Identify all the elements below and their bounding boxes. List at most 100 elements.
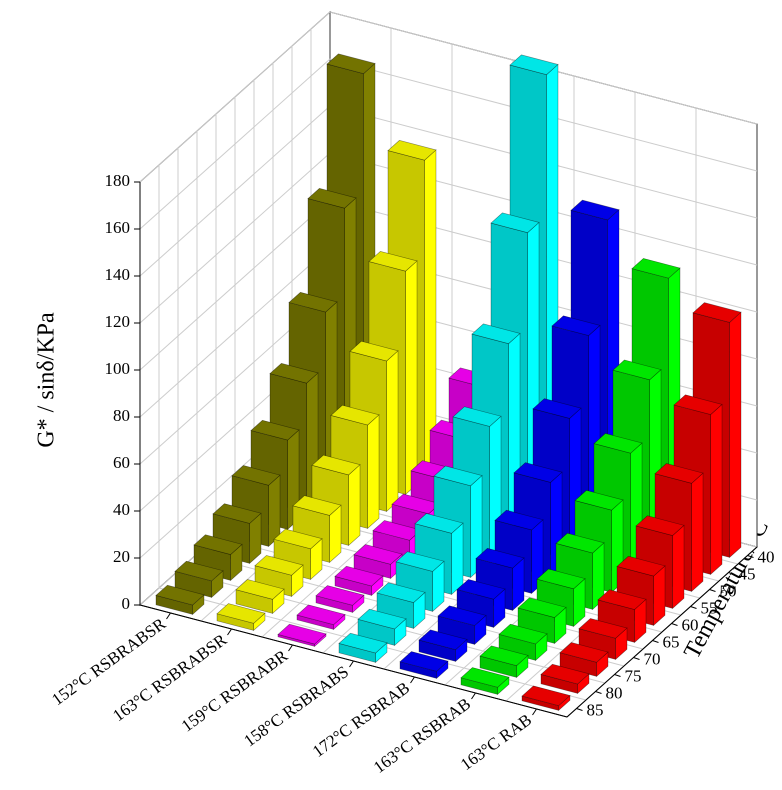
y-tick-label: 45 — [739, 564, 756, 583]
x-tick — [166, 612, 171, 620]
bar — [521, 685, 571, 712]
x-tick — [288, 644, 293, 652]
bar-side — [729, 311, 742, 559]
y-tick — [728, 572, 735, 575]
bar-side — [367, 414, 380, 530]
y-tick-label: 75 — [625, 666, 642, 685]
bar-top — [471, 323, 521, 344]
bar-top — [334, 565, 384, 587]
bar — [357, 608, 407, 647]
bar-top — [513, 462, 563, 483]
bar-top — [235, 579, 285, 600]
bar-top — [315, 585, 365, 606]
bar-top — [250, 419, 300, 441]
bar-top — [311, 454, 361, 476]
bar — [155, 584, 205, 616]
bar-top — [673, 394, 723, 415]
y-tick-label: 70 — [644, 649, 661, 668]
bar — [315, 585, 365, 614]
z-tick-label: 20 — [113, 547, 130, 566]
bar-top — [288, 291, 338, 313]
bar-top — [570, 199, 620, 221]
bar-top — [479, 645, 529, 666]
bar-top — [517, 597, 567, 618]
bar-top — [578, 618, 628, 639]
bar-top — [212, 503, 262, 524]
bar-top — [273, 528, 323, 550]
bar-top — [433, 465, 483, 487]
bar — [418, 629, 468, 663]
y-tick-label: 60 — [682, 615, 699, 634]
bar-side — [405, 260, 418, 496]
bar-top — [376, 582, 426, 603]
x-tick — [227, 628, 232, 636]
z-tick-label: 120 — [105, 312, 131, 331]
z-tick-label: 0 — [122, 594, 131, 613]
bar — [479, 645, 529, 679]
bar-top — [475, 547, 525, 569]
z-tick-label: 80 — [113, 406, 130, 425]
bar-top — [387, 140, 437, 161]
bar-top — [509, 54, 559, 75]
bar-top — [460, 667, 510, 688]
bar-top — [456, 579, 506, 600]
bar-top — [635, 515, 685, 536]
bar-top — [357, 608, 407, 630]
bar — [292, 495, 342, 564]
bar-top — [532, 398, 582, 419]
bar-top — [193, 534, 243, 555]
bar-top — [174, 560, 224, 582]
bar-top — [326, 53, 376, 74]
bar — [437, 605, 487, 646]
y-tick-label: 55 — [701, 598, 718, 617]
y-tick-label: 80 — [606, 683, 623, 702]
bar-top — [551, 315, 601, 336]
bar — [498, 623, 548, 662]
y-tick-label: 65 — [663, 632, 680, 651]
z-tick-label: 100 — [105, 359, 131, 378]
y-tick — [747, 555, 754, 558]
bar-top — [692, 302, 742, 323]
bar — [338, 632, 388, 664]
z-tick-label: 180 — [105, 171, 131, 190]
bar-top — [231, 465, 281, 486]
bar-top — [631, 258, 681, 279]
x-tick-label: 163°C RAB — [457, 710, 535, 774]
bar — [540, 663, 590, 695]
bar-top — [452, 406, 502, 427]
z-tick-label: 140 — [105, 265, 131, 284]
bar-top — [296, 604, 346, 626]
bar-top — [593, 433, 643, 454]
bar — [334, 565, 384, 597]
bar-top — [521, 685, 571, 707]
bar-top — [437, 605, 487, 626]
bar-side — [386, 350, 399, 513]
bar-top — [597, 589, 647, 610]
y-tick — [576, 708, 583, 711]
x-tick — [532, 708, 537, 716]
y-tick — [614, 674, 621, 677]
y-tick-label: 85 — [587, 700, 604, 719]
bar-top — [254, 555, 304, 576]
z-tick-label: 160 — [105, 218, 131, 237]
bar-side — [451, 522, 464, 596]
z-tick-label: 40 — [113, 500, 130, 519]
bar-top — [349, 340, 399, 362]
y-tick-label: 50 — [720, 581, 737, 600]
z-axis-title: G* / sinδ/KPa — [34, 312, 60, 448]
bar-top — [277, 623, 327, 645]
bar-top — [498, 623, 548, 645]
bar-top — [494, 509, 544, 531]
x-tick — [410, 676, 415, 684]
bar-side — [691, 472, 704, 593]
bar — [235, 579, 285, 615]
bar-top — [574, 490, 624, 511]
y-axis — [566, 546, 758, 718]
bar-top — [292, 495, 342, 516]
y-tick — [595, 691, 602, 694]
bar-top — [490, 212, 540, 233]
bar — [296, 604, 346, 631]
bar-top — [540, 663, 590, 685]
bar — [460, 667, 510, 696]
